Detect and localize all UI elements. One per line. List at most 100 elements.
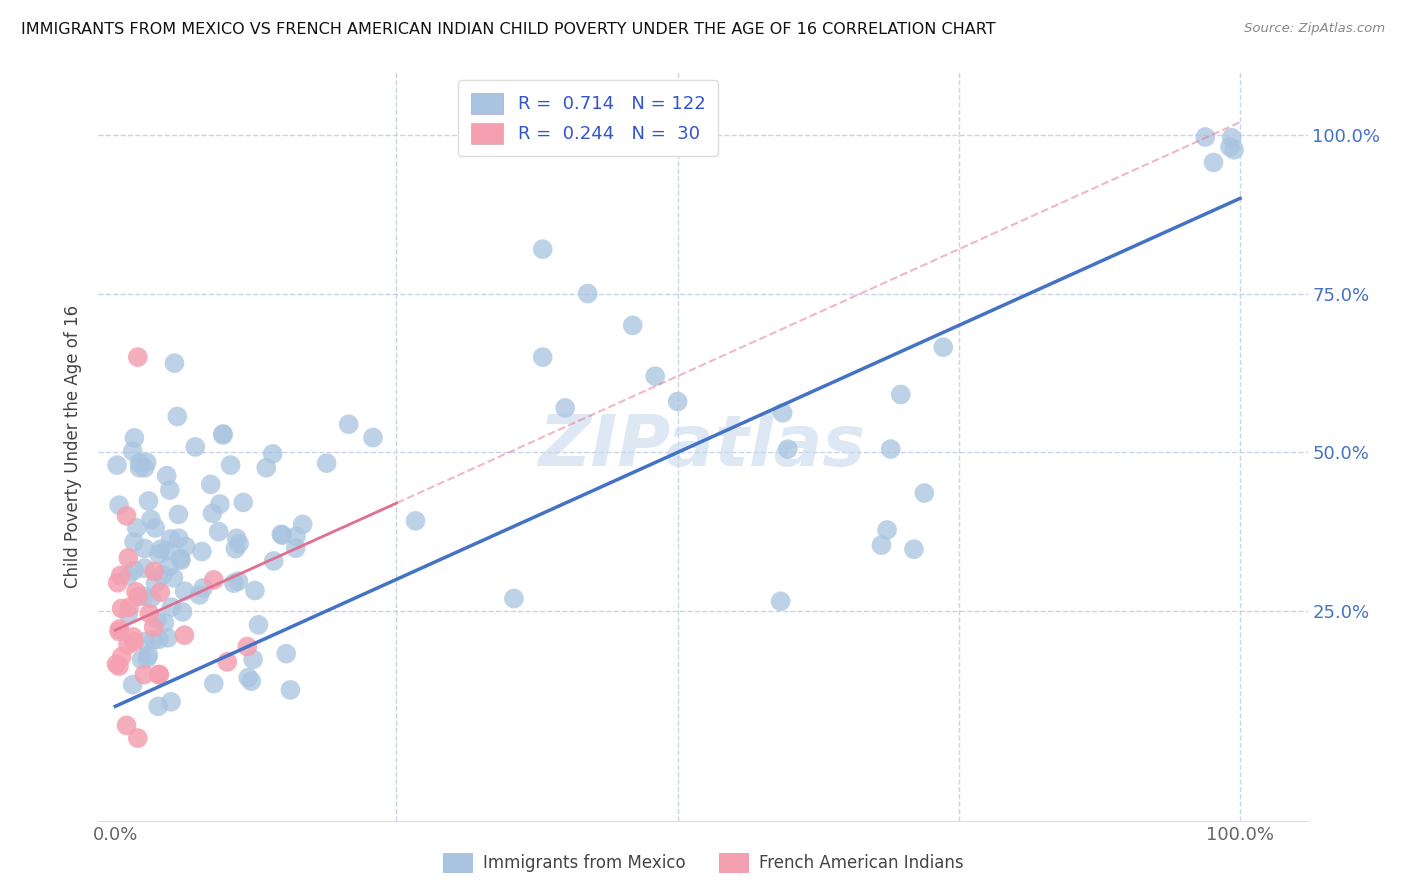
Point	[125, 521, 148, 535]
Point	[576, 286, 599, 301]
Point	[769, 594, 792, 608]
Point	[284, 541, 307, 556]
Point	[111, 649, 134, 664]
Point	[108, 624, 131, 639]
Point	[167, 508, 190, 522]
Point	[262, 447, 284, 461]
Point	[159, 483, 181, 497]
Point	[212, 428, 235, 442]
Point	[173, 628, 195, 642]
Point	[117, 568, 139, 582]
Y-axis label: Child Poverty Under the Age of 16: Child Poverty Under the Age of 16	[65, 304, 83, 588]
Point	[208, 524, 231, 539]
Point	[240, 674, 263, 689]
Point	[127, 590, 149, 604]
Point	[208, 497, 231, 511]
Point	[108, 622, 131, 636]
Point	[242, 652, 264, 666]
Point	[1223, 143, 1246, 157]
Point	[121, 678, 143, 692]
Point	[666, 394, 689, 409]
Point	[117, 607, 139, 621]
Point	[105, 458, 128, 472]
Point	[621, 318, 644, 333]
Point	[170, 553, 193, 567]
Point	[263, 554, 285, 568]
Point	[1202, 155, 1225, 169]
Text: IMMIGRANTS FROM MEXICO VS FRENCH AMERICAN INDIAN CHILD POVERTY UNDER THE AGE OF : IMMIGRANTS FROM MEXICO VS FRENCH AMERICA…	[21, 22, 995, 37]
Point	[136, 651, 159, 665]
Point	[118, 600, 141, 615]
Point	[108, 659, 131, 673]
Point	[110, 601, 132, 615]
Point	[128, 461, 150, 475]
Point	[139, 591, 162, 606]
Point	[271, 528, 294, 542]
Point	[202, 573, 225, 587]
Point	[644, 369, 666, 384]
Point	[134, 460, 156, 475]
Point	[225, 531, 247, 545]
Point	[143, 521, 166, 535]
Point	[254, 460, 277, 475]
Point	[276, 647, 298, 661]
Point	[315, 456, 337, 470]
Point	[228, 574, 250, 589]
Point	[157, 559, 180, 574]
Point	[138, 494, 160, 508]
Point	[149, 542, 172, 557]
Point	[361, 431, 384, 445]
Point	[201, 506, 224, 520]
Point	[121, 444, 143, 458]
Point	[222, 576, 245, 591]
Point	[224, 541, 246, 556]
Point	[159, 532, 181, 546]
Point	[531, 350, 554, 364]
Point	[152, 568, 174, 582]
Point	[890, 387, 912, 401]
Point	[236, 640, 259, 654]
Point	[193, 581, 215, 595]
Point	[291, 517, 314, 532]
Point	[876, 523, 898, 537]
Legend: R =  0.714   N = 122, R =  0.244   N =  30: R = 0.714 N = 122, R = 0.244 N = 30	[458, 80, 718, 156]
Point	[134, 667, 156, 681]
Point	[880, 442, 903, 456]
Point	[138, 607, 160, 621]
Point	[200, 477, 222, 491]
Point	[776, 442, 799, 456]
Point	[228, 537, 250, 551]
Point	[138, 648, 160, 662]
Point	[127, 350, 149, 364]
Point	[153, 615, 176, 630]
Point	[173, 584, 195, 599]
Legend: Immigrants from Mexico, French American Indians: Immigrants from Mexico, French American …	[436, 847, 970, 880]
Point	[184, 440, 207, 454]
Point	[149, 585, 172, 599]
Point	[405, 514, 427, 528]
Point	[124, 431, 146, 445]
Point	[554, 401, 576, 415]
Point	[160, 600, 183, 615]
Point	[105, 657, 128, 672]
Point	[238, 671, 260, 685]
Point	[122, 630, 145, 644]
Point	[122, 535, 145, 549]
Point	[143, 565, 166, 579]
Point	[115, 718, 138, 732]
Point	[127, 731, 149, 745]
Point	[148, 632, 170, 647]
Point	[219, 458, 242, 472]
Point	[870, 538, 893, 552]
Point	[148, 699, 170, 714]
Point	[134, 541, 156, 556]
Point	[122, 634, 145, 648]
Point	[188, 588, 211, 602]
Point	[134, 561, 156, 575]
Point	[117, 550, 139, 565]
Point	[134, 634, 156, 648]
Point	[1219, 140, 1241, 154]
Point	[174, 540, 197, 554]
Point	[128, 456, 150, 470]
Text: ZIPatlas: ZIPatlas	[540, 411, 866, 481]
